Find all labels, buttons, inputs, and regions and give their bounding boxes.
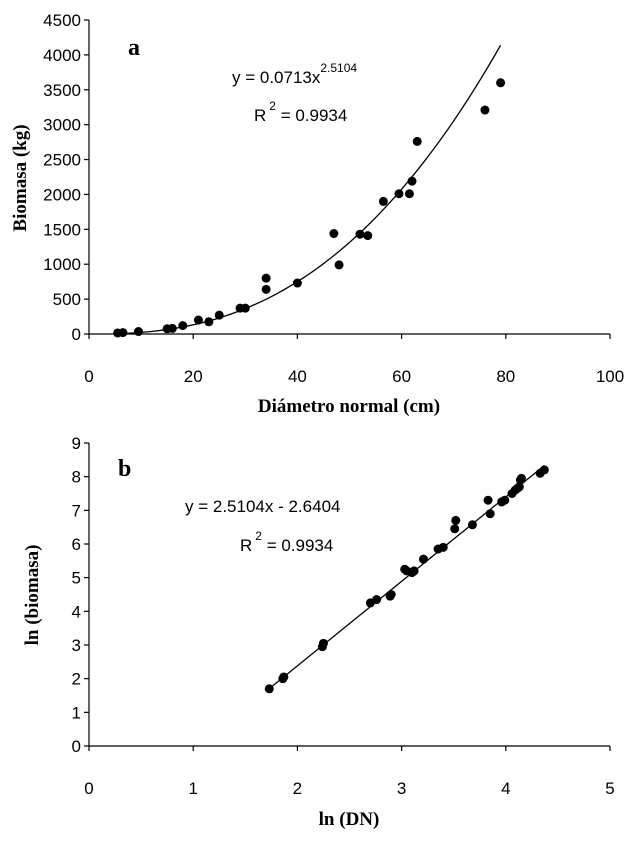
- chart-b-points: [264, 465, 549, 694]
- chart-b-data-point: [318, 638, 328, 648]
- chart-b-data-point: [516, 473, 526, 483]
- chart-b-ticks: 0 1 2 3 4 5 6 7 8 9 0 1 2 3 4 5: [72, 434, 615, 798]
- chart-b-x-tick-label: 4: [501, 779, 510, 798]
- chart-a-r2-label: R: [254, 106, 266, 125]
- chart-a-y-tick-label: 2000: [43, 185, 81, 204]
- chart-a-data-point: [480, 105, 490, 115]
- chart-a-data-point: [407, 176, 417, 186]
- chart-b-y-tick-label: 5: [72, 569, 81, 588]
- chart-b-y-tick-label: 9: [72, 434, 81, 453]
- chart-b-x-tick-label: 3: [397, 779, 406, 798]
- chart-b-data-point: [450, 524, 460, 534]
- chart-b-y-tick-label: 1: [72, 703, 81, 722]
- chart-b-data-point: [451, 515, 461, 525]
- chart-a-y-tick-label: 1500: [43, 220, 81, 239]
- chart-b-y-tick-label: 4: [72, 602, 81, 621]
- chart-b-r2-label: R: [240, 536, 252, 555]
- chart-b-y-axis-title: ln (biomasa): [22, 545, 43, 646]
- chart-a-data-point: [496, 78, 506, 88]
- chart-a-x-axis-title: Diámetro normal (cm): [258, 396, 440, 417]
- chart-b-x-tick-label: 0: [84, 779, 93, 798]
- chart-a-data-point: [292, 278, 302, 288]
- chart-b-y-tick-label: 6: [72, 535, 81, 554]
- chart-a-x-tick-label: 60: [392, 367, 411, 386]
- chart-a-y-tick-label: 1000: [43, 255, 81, 274]
- chart-a-y-tick-label: 3000: [43, 116, 81, 135]
- chart-a-axes: [88, 20, 610, 335]
- chart-b-x-tick-label: 5: [605, 779, 614, 798]
- chart-b-data-point: [372, 595, 382, 605]
- chart-b-data-point: [386, 590, 396, 599]
- chart-b-data-point: [514, 482, 524, 492]
- chart-b-r2-exponent: 2: [255, 529, 262, 543]
- chart-a-data-point: [334, 260, 344, 270]
- chart-a-data-point: [261, 284, 271, 294]
- chart-a-y-tick-label: 2500: [43, 151, 81, 170]
- chart-b-equation-text: y = 2.5104x - 2.6404: [185, 497, 340, 516]
- chart-b-data-point: [467, 520, 477, 530]
- chart-b-data-point: [264, 684, 274, 694]
- chart-a-r2-exponent: 2: [269, 99, 276, 113]
- chart-a-data-point: [329, 229, 339, 239]
- chart-a-data-point: [404, 189, 414, 199]
- chart-b-r2-value: = 0.9934: [262, 536, 333, 555]
- chart-a-equation-exponent: 2.5104: [320, 61, 357, 75]
- chart-a-data-point: [214, 310, 224, 320]
- chart-a-equation-base: y = 0.0713x: [232, 68, 321, 87]
- chart-a-data-point: [167, 323, 177, 333]
- chart-b-equation: y = 2.5104x - 2.6404: [185, 497, 340, 516]
- chart-a-y-tick-label: 3500: [43, 81, 81, 100]
- chart-a-y-axis-title: Biomasa (kg): [10, 124, 31, 231]
- chart-a-data-point: [204, 317, 214, 327]
- chart-b-x-axis-title: ln (DN): [319, 809, 380, 830]
- chart-a-y-tick-label: 4500: [43, 11, 81, 30]
- chart-a-data-point: [193, 315, 203, 325]
- chart-b-data-point: [483, 495, 493, 505]
- chart-a-r2-value: = 0.9934: [276, 106, 347, 125]
- chart-b-data-point: [500, 495, 510, 505]
- chart-a-data-point: [261, 273, 271, 283]
- chart-b-x-tick-label: 2: [293, 779, 302, 798]
- chart-b-y-tick-label: 2: [72, 670, 81, 689]
- chart-b-data-point: [409, 566, 419, 576]
- chart-a-data-point: [355, 229, 365, 239]
- chart-a-x-tick-label: 20: [184, 367, 203, 386]
- chart-a-y-tick-label: 0: [72, 325, 81, 344]
- chart-b-y-tick-label: 7: [72, 501, 81, 520]
- chart-b-y-tick-label: 0: [72, 737, 81, 756]
- chart-b-data-point: [539, 465, 549, 475]
- chart-b-y-tick-label: 3: [72, 636, 81, 655]
- chart-a-data-point: [412, 136, 422, 146]
- chart-a-data-point: [118, 328, 128, 338]
- chart-a-equation: y = 0.0713x2.5104: [232, 61, 357, 87]
- chart-a-x-tick-label: 40: [288, 367, 307, 386]
- chart-b-data-point: [418, 554, 428, 564]
- chart-a-data-point: [178, 321, 188, 331]
- chart-a-ticks: 0 500 1000 1500 2000 2500 3000 3500 4000 4500 0 20 4…: [43, 11, 624, 386]
- chart-a-data-point: [394, 189, 404, 199]
- chart-b-axes: [88, 443, 610, 747]
- chart-a-y-tick-label: 500: [53, 290, 81, 309]
- chart-b-panel-label: b: [118, 456, 131, 482]
- chart-a-x-tick-label: 80: [496, 367, 515, 386]
- chart-b-data-point: [485, 509, 495, 519]
- chart-a-panel-label: a: [128, 35, 140, 61]
- chart-b-data-point: [279, 672, 289, 682]
- chart-panel-a: 0 500 1000 1500 2000 2500 3000 3500 4000 4500 0 20 4…: [10, 11, 624, 417]
- chart-a-x-tick-label: 100: [596, 367, 624, 386]
- chart-a-data-point: [378, 196, 388, 206]
- chart-b-x-tick-label: 1: [188, 779, 197, 798]
- chart-a-data-point: [363, 231, 373, 241]
- chart-b-y-tick-label: 8: [72, 468, 81, 487]
- chart-b-data-point: [438, 542, 448, 552]
- chart-a-data-point: [240, 303, 250, 313]
- chart-a-y-tick-label: 4000: [43, 46, 81, 65]
- chart-a-data-point: [133, 327, 143, 337]
- chart-a-points: [113, 78, 506, 338]
- chart-a-x-tick-label: 0: [84, 367, 93, 386]
